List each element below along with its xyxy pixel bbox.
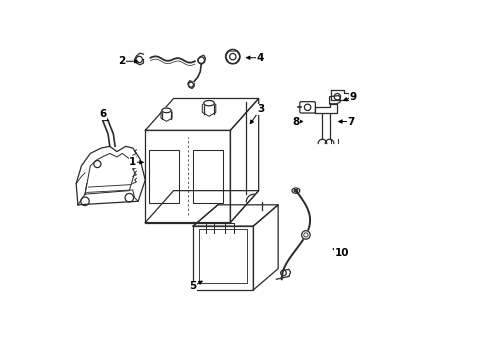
- Bar: [193, 150, 223, 203]
- Text: 10: 10: [334, 248, 348, 258]
- Text: 2: 2: [119, 56, 125, 66]
- Circle shape: [301, 231, 309, 239]
- Text: 1: 1: [129, 157, 136, 167]
- Ellipse shape: [162, 108, 171, 113]
- Bar: [148, 150, 179, 203]
- Text: 8: 8: [292, 117, 299, 126]
- Ellipse shape: [203, 100, 214, 106]
- Text: 9: 9: [348, 92, 355, 102]
- Text: 6: 6: [99, 109, 106, 120]
- Text: 5: 5: [189, 281, 196, 291]
- Text: 4: 4: [256, 53, 264, 63]
- Text: 7: 7: [346, 117, 354, 126]
- Text: 3: 3: [256, 104, 264, 114]
